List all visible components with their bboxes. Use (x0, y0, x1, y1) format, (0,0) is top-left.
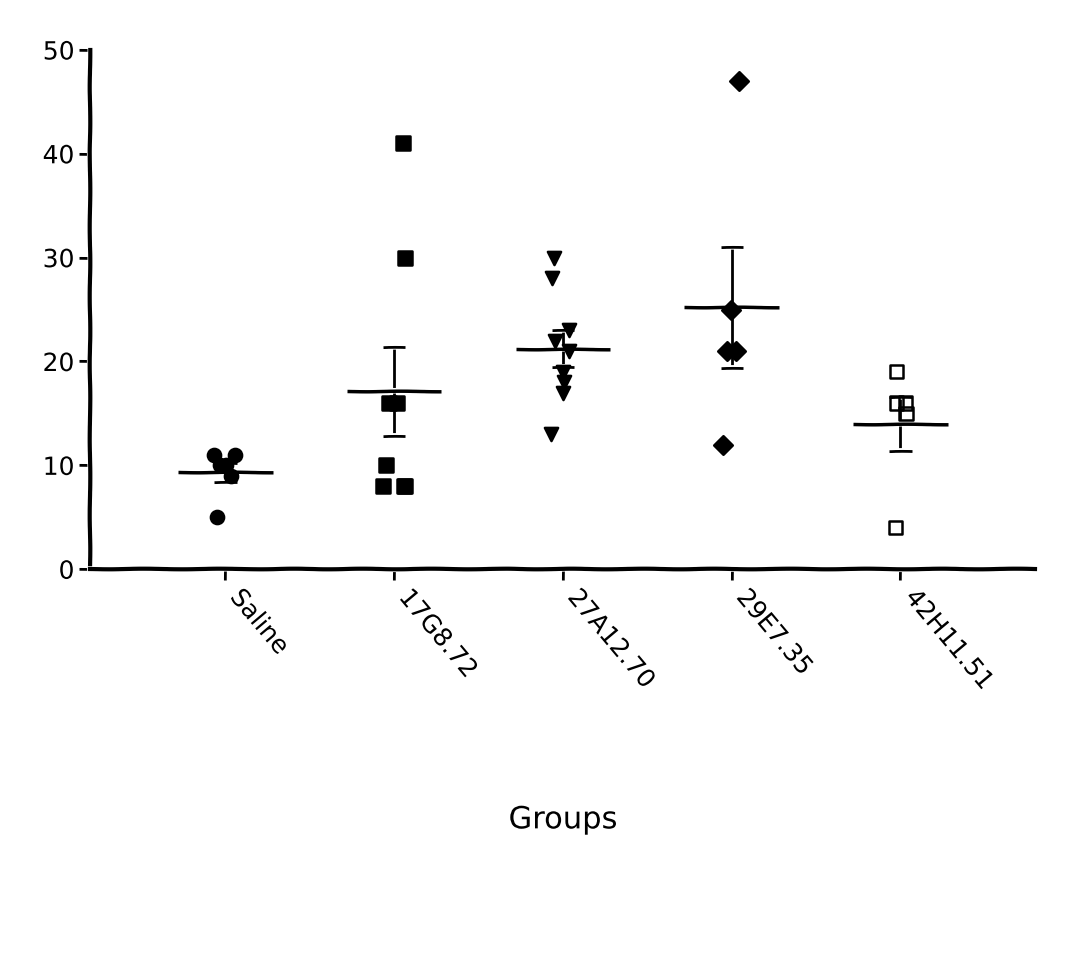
Point (205, 447, 222, 463)
Point (888, 364, 906, 380)
Point (887, 520, 904, 536)
Point (222, 468, 239, 483)
Point (209, 509, 226, 525)
Point (555, 374, 572, 390)
Point (561, 323, 578, 338)
Point (397, 478, 414, 494)
Point (377, 458, 395, 473)
Point (897, 396, 914, 411)
Point (727, 343, 744, 359)
Point (543, 270, 561, 286)
Point (714, 436, 731, 452)
Point (395, 478, 412, 494)
Point (722, 301, 740, 317)
Point (374, 478, 391, 494)
Point (555, 385, 572, 400)
Point (218, 458, 235, 473)
Point (381, 396, 398, 411)
Point (388, 396, 405, 411)
Point (561, 343, 578, 359)
Point (396, 250, 413, 265)
Point (226, 447, 244, 463)
Point (393, 136, 411, 152)
Point (731, 73, 748, 88)
Point (554, 364, 571, 380)
Point (897, 405, 914, 421)
Point (542, 427, 559, 442)
Point (547, 333, 564, 349)
Point (211, 458, 229, 473)
Point (888, 396, 906, 411)
X-axis label: Groups: Groups (509, 806, 618, 834)
Point (719, 343, 736, 359)
Point (545, 250, 563, 265)
